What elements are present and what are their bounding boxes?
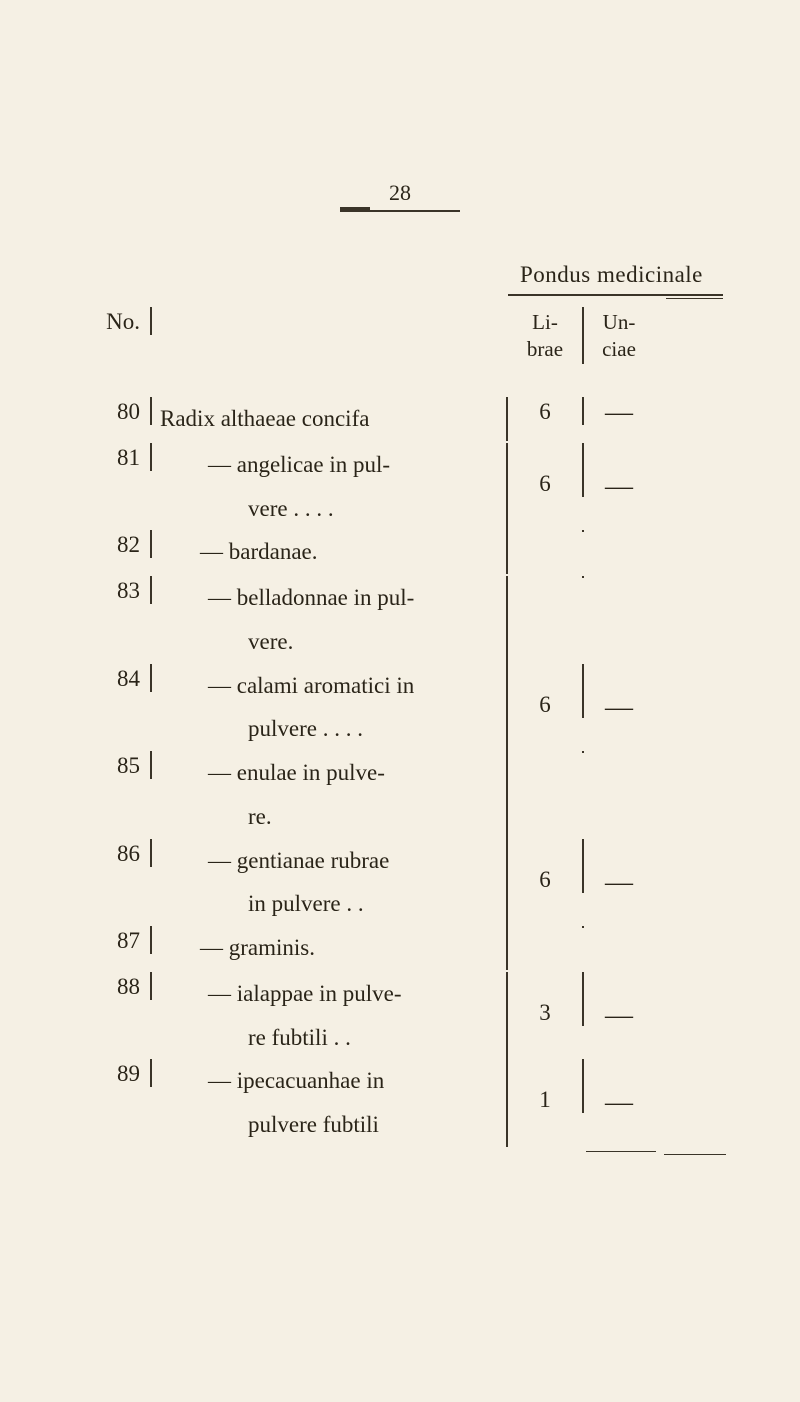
table-row: 86 — gentianae rubrae in pulvere . . 6 — — [90, 839, 710, 926]
desc-line: — belladonnae in pul- — [160, 576, 498, 620]
row-description: — angelicae in pul- vere . . . . — [152, 443, 508, 530]
row-librae: 6 — [508, 664, 584, 718]
desc-continuation: in pulvere . . — [160, 882, 498, 926]
col-header-li: Li-brae — [508, 307, 584, 364]
row-description: — gentianae rubrae in pulvere . . — [152, 839, 508, 926]
row-description: Radix althaeae concifa — [152, 397, 508, 441]
desc-line: — angelicae in pul- — [160, 443, 498, 487]
row-number: 81 — [90, 443, 152, 471]
row-description: — ipecacuanhae in pulvere fubtili — [152, 1059, 508, 1146]
table-row: 80 Radix althaeae concifa 6 — — [90, 397, 710, 443]
pondus-heading: Pondus medicinale — [520, 262, 703, 288]
heading-rule — [508, 294, 723, 296]
row-librae: 1 — [508, 1059, 584, 1113]
row-librae — [508, 576, 584, 578]
table-row: 85 — enulae in pulve- re. — [90, 751, 710, 838]
table-body: No. Li-brae Un-ciae 80 Radix althaeae co… — [90, 307, 710, 1147]
row-unciae: — — [584, 397, 654, 427]
row-description: — enulae in pulve- re. — [152, 751, 508, 838]
heading-spacer — [90, 262, 510, 288]
table-row: 89 — ipecacuanhae in pulvere fubtili 1 — — [90, 1059, 710, 1146]
row-number: 84 — [90, 664, 152, 692]
row-description: — calami aromatici in pulvere . . . . — [152, 664, 508, 751]
row-number: 85 — [90, 751, 152, 779]
row-librae: 6 — [508, 839, 584, 893]
desc-line: — enulae in pulve- — [160, 751, 498, 795]
row-librae: 6 — [508, 443, 584, 497]
col-header-un: Un-ciae — [584, 307, 654, 364]
row-librae: 6 — [508, 397, 584, 425]
row-number: 88 — [90, 972, 152, 1000]
desc-line: — gentianae rubrae — [160, 839, 498, 883]
row-unciae — [584, 576, 654, 578]
row-librae — [508, 751, 584, 753]
desc-continuation: re fubtili . . — [160, 1016, 498, 1060]
row-number: 80 — [90, 397, 152, 425]
desc-line: — ipecacuanhae in — [160, 1059, 498, 1103]
col-header-no: No. — [90, 307, 152, 335]
row-unciae: — — [584, 443, 654, 501]
row-unciae: — — [584, 664, 654, 722]
row-unciae: — — [584, 972, 654, 1030]
page-number: 28 — [0, 180, 800, 206]
table-row: 88 — ialappae in pulve- re fubtili . . 3… — [90, 972, 710, 1059]
row-unciae: — — [584, 839, 654, 897]
header-rule — [340, 210, 460, 212]
bottom-rule — [664, 1154, 726, 1155]
desc-continuation: vere. — [160, 620, 498, 664]
table-heading-row: Pondus medicinale — [90, 262, 710, 288]
row-number: 86 — [90, 839, 152, 867]
medicinal-table: Pondus medicinale No. Li-brae Un-ciae 80… — [0, 262, 800, 1155]
desc-continuation: pulvere fubtili — [160, 1103, 498, 1147]
row-unciae — [584, 926, 654, 928]
row-unciae — [584, 530, 654, 532]
table-row: 87 — graminis. — [90, 926, 710, 972]
row-unciae — [584, 751, 654, 753]
row-unciae: — — [584, 1059, 654, 1117]
bottom-rule — [586, 1151, 656, 1152]
table-row: 83 — belladonnae in pul- vere. — [90, 576, 710, 663]
row-librae — [508, 530, 584, 532]
desc-line: — calami aromatici in — [160, 664, 498, 708]
heading-sub-rule — [666, 298, 723, 299]
row-number: 89 — [90, 1059, 152, 1087]
desc-continuation: vere . . . . — [160, 487, 498, 531]
row-number: 82 — [90, 530, 152, 558]
desc-continuation: re. — [160, 795, 498, 839]
column-headers: No. Li-brae Un-ciae — [90, 307, 710, 397]
row-description: — bardanae. — [152, 530, 508, 574]
table-row: 84 — calami aromatici in pulvere . . . .… — [90, 664, 710, 751]
row-number: 83 — [90, 576, 152, 604]
row-librae — [508, 926, 584, 928]
row-description: — graminis. — [152, 926, 508, 970]
table-row: 82 — bardanae. — [90, 530, 710, 576]
row-librae: 3 — [508, 972, 584, 1026]
table-row: 81 — angelicae in pul- vere . . . . 6 — — [90, 443, 710, 530]
desc-continuation: pulvere . . . . — [160, 707, 498, 751]
row-description: — belladonnae in pul- vere. — [152, 576, 508, 663]
desc-line: — ialappae in pulve- — [160, 972, 498, 1016]
row-number: 87 — [90, 926, 152, 954]
row-description: — ialappae in pulve- re fubtili . . — [152, 972, 508, 1059]
